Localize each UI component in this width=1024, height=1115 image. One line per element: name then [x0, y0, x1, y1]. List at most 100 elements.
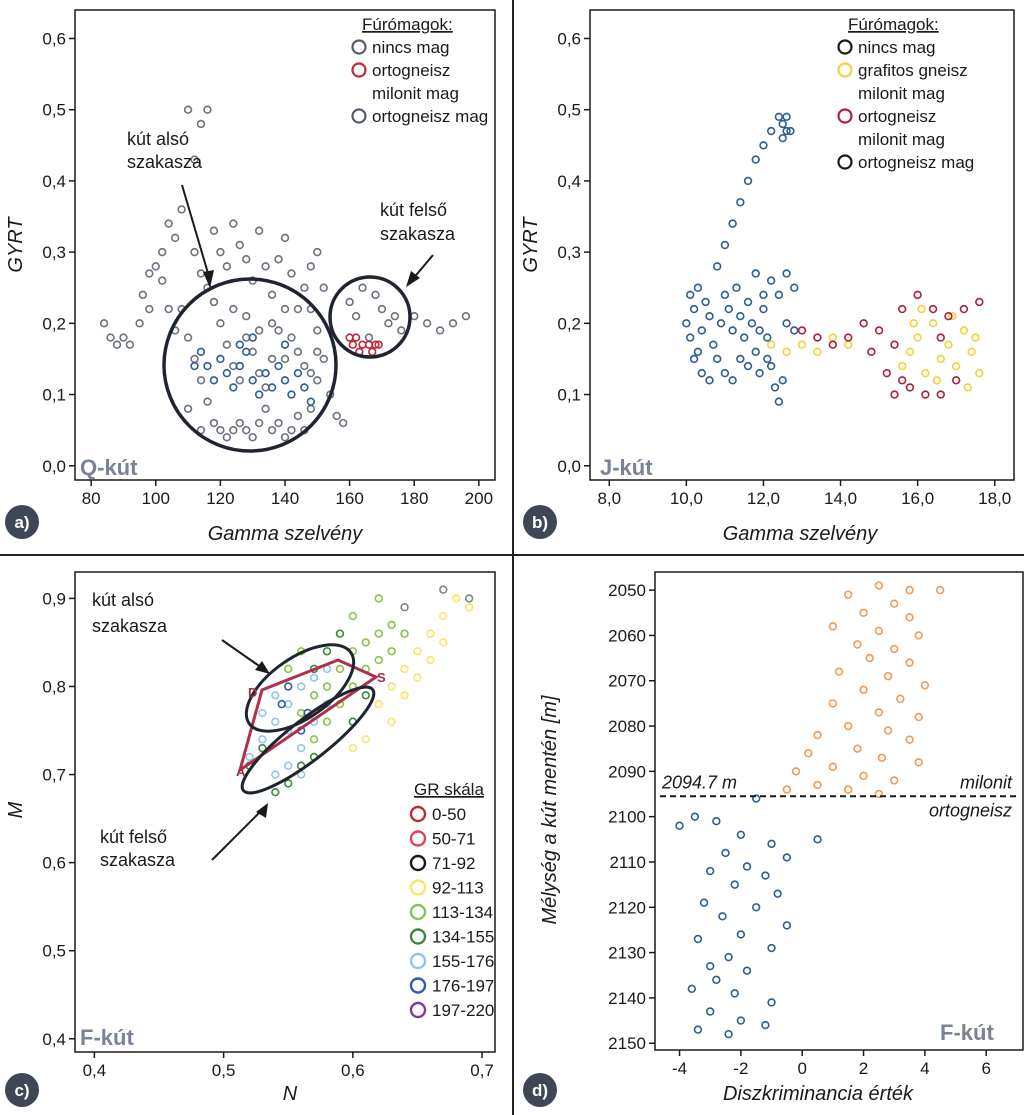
data-point — [280, 433, 290, 442]
data-point — [145, 304, 154, 314]
data-point — [693, 283, 703, 292]
data-point — [242, 425, 251, 435]
data-point — [921, 368, 930, 378]
data-point — [235, 361, 244, 371]
xtick-label: 8,0 — [597, 489, 621, 508]
data-point — [235, 418, 244, 428]
data-point — [296, 682, 306, 691]
data-point — [306, 262, 316, 271]
data-point — [410, 312, 419, 321]
data-point — [959, 304, 969, 314]
legend-marker — [409, 854, 427, 872]
ytick-label: 2100 — [608, 808, 646, 827]
data-point — [693, 347, 703, 357]
data-point — [755, 368, 764, 378]
data-point — [235, 376, 244, 385]
legend-title: Fúrómagok: — [848, 15, 939, 34]
panel-a-legend: Fúrómagok: nincs mag ortogneisz milonit mag… — [351, 15, 488, 126]
data-point — [699, 898, 709, 907]
data-point — [158, 247, 167, 257]
data-point — [828, 333, 838, 342]
data-point — [358, 283, 367, 292]
data-point — [782, 921, 792, 930]
data-point — [203, 361, 212, 371]
xtick-label: 140 — [271, 489, 299, 508]
xtick-label: 2 — [859, 1059, 868, 1078]
panel-c-well-label: F-kút — [80, 1025, 134, 1050]
panel-a-upper-section-circle — [328, 275, 412, 359]
data-point — [196, 376, 206, 385]
data-point — [844, 340, 853, 349]
xtick-label: 0,4 — [83, 1061, 107, 1080]
ytick-label: 0,0 — [42, 457, 66, 476]
data-point — [258, 743, 267, 753]
xtick-label: 200 — [465, 489, 493, 508]
xtick-label: 14,0 — [824, 489, 857, 508]
data-point — [778, 119, 787, 129]
data-point — [791, 767, 801, 776]
data-point — [300, 383, 309, 392]
data-point — [763, 354, 772, 364]
data-point — [348, 611, 358, 621]
data-point — [898, 376, 907, 385]
legend-label: 113-134 — [432, 903, 493, 922]
data-point — [371, 340, 380, 349]
ytick-label: 2150 — [608, 1034, 646, 1053]
data-point — [766, 361, 776, 371]
data-point — [209, 376, 219, 385]
data-point — [287, 269, 296, 278]
legend-marker — [409, 830, 427, 847]
ytick-label: 0,5 — [42, 101, 66, 120]
data-point — [843, 721, 853, 731]
legend-label: milonit mag — [858, 130, 945, 149]
data-point — [374, 699, 383, 709]
panel-c-upper-section-ellipse — [240, 685, 376, 795]
legend-label: grafitos gneisz — [858, 61, 968, 80]
data-point — [928, 304, 938, 314]
data-point — [844, 333, 853, 342]
data-point — [209, 297, 219, 307]
data-point — [736, 354, 745, 364]
ytick-label: 0,5 — [42, 942, 66, 961]
panel-d-xlabel: Diszkriminancia érték — [723, 1083, 914, 1105]
ytick-label: 2080 — [608, 717, 646, 736]
data-point — [813, 333, 822, 342]
panel-a-lower-arrowhead — [203, 270, 214, 288]
panel-c-upper-arrowhead — [256, 803, 268, 818]
data-point — [687, 984, 696, 994]
data-point — [271, 787, 280, 797]
data-point — [728, 376, 737, 385]
data-point — [889, 599, 899, 608]
legend-marker — [409, 903, 427, 921]
ytick-label: 2120 — [608, 898, 646, 917]
panel-a-upper-annot-1: kút felső — [380, 200, 447, 220]
data-point — [782, 853, 792, 862]
data-point — [859, 685, 868, 695]
data-point — [254, 418, 264, 428]
data-point — [361, 735, 370, 744]
data-point — [377, 304, 387, 314]
panel-c-legend: GR skála 0-50 50-71 71-92 92-113 113-134 134-1… — [409, 780, 494, 1020]
data-point — [763, 333, 772, 342]
data-point — [782, 126, 791, 136]
legend-label: ortogneisz mag — [372, 107, 488, 126]
data-point — [828, 699, 838, 708]
data-point — [877, 753, 887, 762]
data-point — [773, 889, 782, 898]
data-point — [889, 644, 899, 654]
panel-a-lower-section-circle — [162, 277, 338, 453]
data-point — [335, 664, 345, 674]
data-point — [400, 691, 409, 700]
data-point — [730, 880, 739, 889]
data-point — [274, 361, 283, 371]
panel-d-boundary-label: 2094.7 m — [661, 772, 737, 792]
legend-label: ortogneisz — [372, 61, 450, 80]
data-point — [203, 105, 212, 114]
data-point — [242, 347, 251, 357]
data-point — [767, 839, 776, 849]
data-point — [759, 141, 768, 150]
data-point — [909, 319, 918, 328]
data-point — [720, 240, 730, 250]
data-point — [951, 376, 961, 385]
data-point — [948, 312, 957, 321]
